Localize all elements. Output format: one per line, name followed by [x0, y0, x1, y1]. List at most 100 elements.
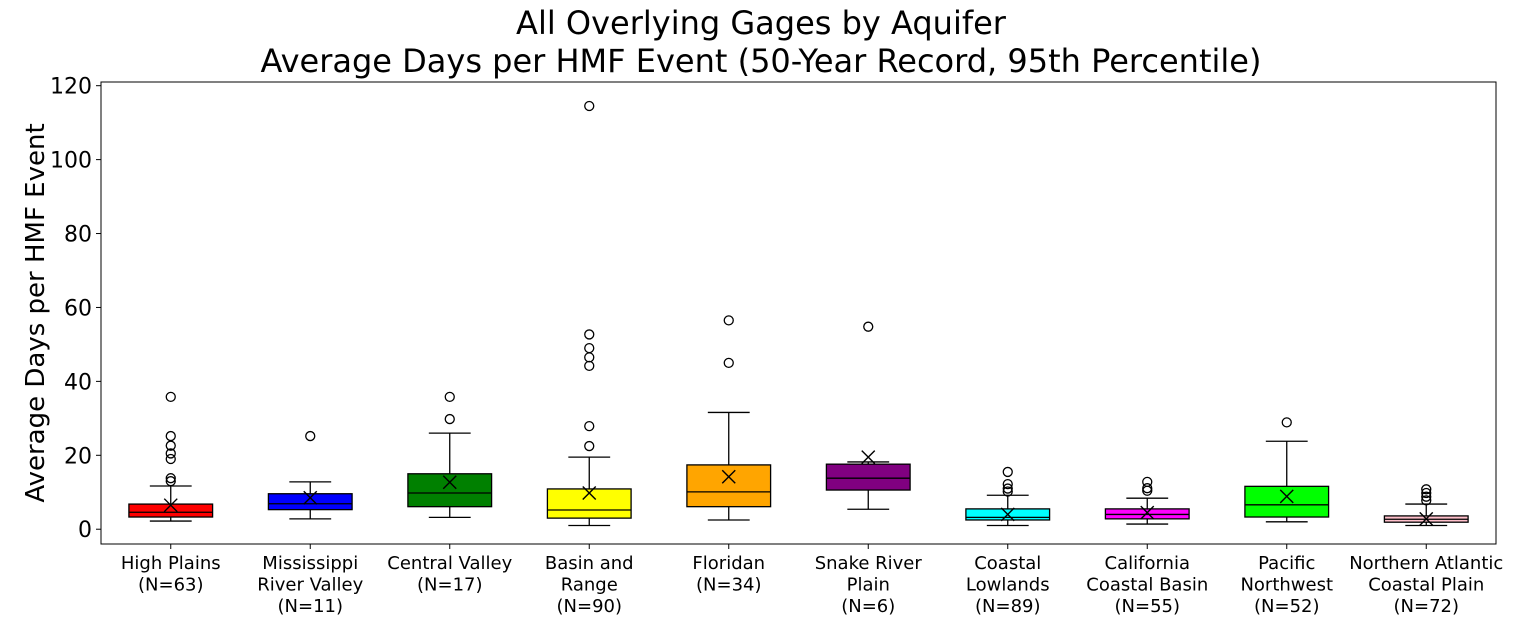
- box-group-4: [686, 315, 772, 521]
- box-iqr: [407, 473, 493, 508]
- x-tick-label: Basin and Range (N=90): [545, 553, 634, 617]
- box-iqr: [128, 503, 214, 518]
- x-tick-label: Floridan (N=34): [692, 553, 765, 596]
- outlier-point: [444, 391, 455, 403]
- x-tick-label-line: Snake River: [815, 553, 923, 574]
- x-tick-label: California Coastal Basin (N=55): [1086, 553, 1208, 617]
- box-iqr: [267, 493, 353, 511]
- outlier-point: [723, 357, 734, 369]
- y-tick-label: 100: [50, 149, 92, 174]
- x-tick-label-line: Floridan: [692, 553, 765, 574]
- outlier-point: [584, 420, 595, 432]
- x-tick-label-line: (N=6): [841, 596, 895, 617]
- x-tick-label-line: Coastal Plain: [1368, 575, 1484, 596]
- x-tick-label-line: Coastal: [974, 553, 1041, 574]
- mean-marker-b: [861, 450, 876, 465]
- mean-marker-b: [582, 486, 597, 500]
- x-tick-label-line: Plain: [847, 575, 890, 596]
- box-group-5: [825, 321, 911, 510]
- outlier-point: [1421, 484, 1432, 495]
- x-tick-label-line: (N=52): [1254, 596, 1320, 617]
- mean-marker-b: [1279, 489, 1294, 504]
- outlier-point: [584, 360, 595, 372]
- axes-layer: High Plains (N=63) Mississippi River Valley…: [21, 75, 1503, 617]
- x-tick-label-line: Lowlands: [966, 575, 1050, 596]
- x-tick-label-line: River Valley: [257, 575, 363, 596]
- x-tick-label-line: (N=34): [696, 575, 762, 596]
- outlier-point: [165, 476, 176, 487]
- x-tick-label: Snake River Plain (N=6): [815, 553, 923, 617]
- chart-title: All Overlying Gages by Aquifer: [516, 4, 1006, 42]
- outlier-point: [1281, 417, 1292, 428]
- y-tick-label: 40: [64, 370, 92, 395]
- outlier-point: [1421, 491, 1432, 502]
- box-iqr: [1244, 485, 1330, 518]
- mean-marker-b: [721, 469, 736, 484]
- outlier-point: [584, 329, 595, 340]
- x-tick-label-line: (N=63): [138, 575, 204, 596]
- mean-marker-b: [303, 490, 318, 505]
- x-tick-label: Mississippi River Valley (N=11): [257, 553, 363, 617]
- x-tick-label-line: (N=90): [557, 596, 623, 617]
- outlier-point: [1002, 466, 1013, 478]
- outlier-point: [305, 430, 316, 442]
- outlier-point: [723, 315, 734, 326]
- x-tick-label: Northern Atlantic Coastal Plain (N=72): [1349, 553, 1503, 617]
- box-group-8: [1244, 417, 1330, 523]
- x-tick-label: Central Valley (N=17): [387, 553, 512, 596]
- outlier-point: [1142, 483, 1153, 494]
- chart-subtitle: Average Days per HMF Event (50-Year Reco…: [260, 42, 1262, 80]
- y-tick-label: 80: [64, 223, 92, 248]
- x-tick-label: Pacific Northwest (N=52): [1240, 553, 1333, 617]
- x-tick-label-line: Pacific: [1258, 553, 1315, 574]
- outlier-point: [165, 473, 176, 484]
- box-group-1: [267, 430, 353, 520]
- boxes-layer: [128, 100, 1469, 527]
- x-tick-label-line: (N=17): [417, 575, 483, 596]
- outlier-point: [1421, 487, 1432, 499]
- x-tick-label-line: (N=55): [1115, 596, 1181, 617]
- plot-frame: [100, 81, 1497, 545]
- box-iqr: [825, 463, 911, 491]
- box-group-6: [965, 466, 1051, 527]
- box-group-0: [128, 391, 214, 522]
- outlier-point: [584, 100, 595, 112]
- x-tick-label-line: Northwest: [1240, 575, 1333, 596]
- outlier-point: [444, 413, 455, 425]
- mean-marker-b: [442, 475, 457, 490]
- box-group-2: [407, 391, 493, 519]
- outlier-point: [1421, 495, 1432, 506]
- mean-marker-b: [1000, 507, 1015, 522]
- mean-marker-b: [163, 498, 178, 513]
- mean-marker-b: [1140, 505, 1155, 520]
- x-tick-label-line: California: [1105, 553, 1190, 574]
- mean-marker-b: [1419, 511, 1434, 526]
- x-tick-label-line: (N=72): [1394, 596, 1460, 617]
- y-tick-label: 120: [50, 75, 92, 100]
- outlier-point: [1002, 486, 1013, 497]
- y-tick-label: 60: [64, 296, 92, 321]
- outlier-point: [165, 448, 176, 459]
- x-tick-label-line: Central Valley: [387, 553, 512, 574]
- x-tick-label-line: (N=89): [975, 596, 1041, 617]
- outlier-point: [1002, 483, 1013, 494]
- outlier-point: [165, 391, 176, 403]
- outlier-point: [584, 440, 595, 452]
- outlier-point: [1002, 478, 1013, 490]
- x-tick-label-line: Coastal Basin: [1086, 575, 1208, 596]
- outlier-point: [165, 453, 176, 465]
- x-tick-label-line: High Plains: [121, 553, 221, 574]
- x-tick-label: Coastal Lowlands (N=89): [966, 553, 1050, 617]
- box-iqr: [686, 464, 772, 508]
- box-group-3: [546, 100, 632, 527]
- outlier-point: [584, 342, 595, 354]
- box-group-9: [1383, 484, 1469, 527]
- x-tick-label-line: Basin and: [545, 553, 634, 574]
- outlier-point: [584, 352, 595, 363]
- x-tick-label-line: Northern Atlantic: [1349, 553, 1503, 574]
- box-group-7: [1104, 476, 1190, 525]
- x-tick-label-line: (N=11): [278, 596, 344, 617]
- y-tick-label: 0: [78, 518, 92, 543]
- x-tick-label-line: Mississippi: [262, 553, 358, 574]
